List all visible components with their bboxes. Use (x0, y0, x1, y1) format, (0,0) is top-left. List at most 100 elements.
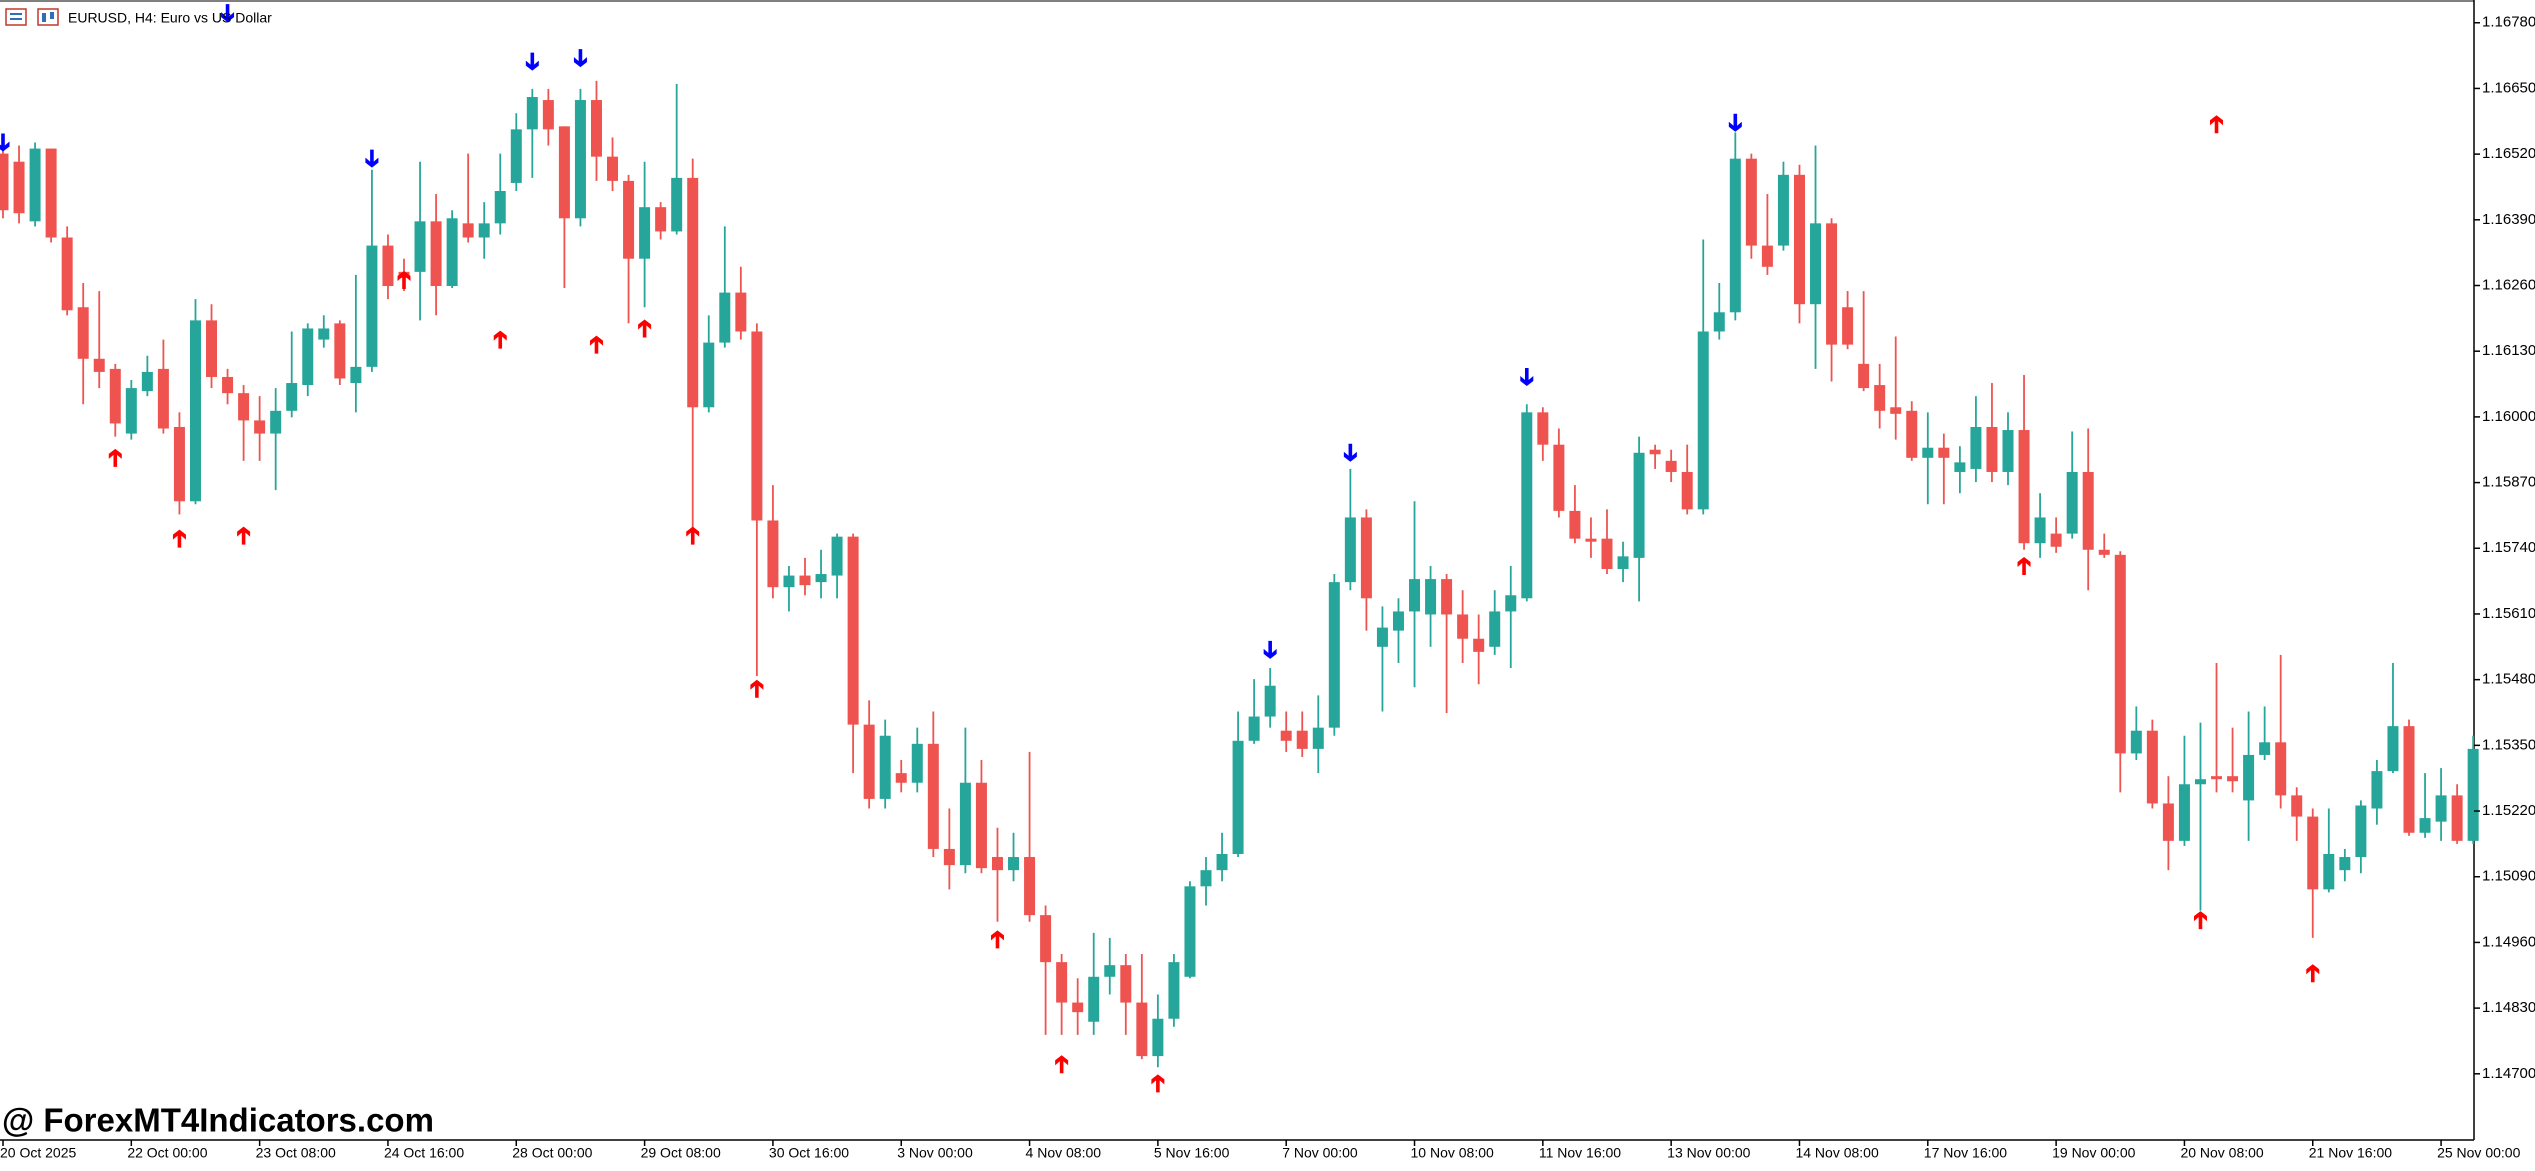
candle-body (975, 782, 987, 869)
candle-body (1040, 915, 1052, 963)
candle-body (863, 724, 875, 799)
candle-body (526, 97, 538, 130)
candle-body (879, 735, 891, 799)
candle-body (29, 148, 41, 222)
candle-body (478, 223, 490, 238)
candle-body (831, 536, 843, 576)
candle-body (254, 420, 266, 434)
x-tick-label: 29 Oct 08:00 (641, 1145, 721, 1161)
candle-body (462, 223, 474, 238)
candle-body (206, 320, 218, 377)
watermark: @ ForexMT4Indicators.com (2, 1102, 434, 1139)
candle-body (687, 177, 699, 408)
buy-arrow (2210, 115, 2224, 134)
candle-body (1088, 976, 1100, 1022)
sell-arrow (573, 49, 587, 68)
candle-body (1842, 307, 1854, 345)
candle-body (1441, 579, 1453, 615)
y-tick-label: 1.15480 (2482, 671, 2535, 688)
candle-body (2227, 776, 2239, 782)
candle-body (414, 221, 426, 272)
candle-body (2002, 430, 2014, 472)
y-tick-label: 1.16000 (2482, 408, 2535, 425)
candle-body (959, 782, 971, 866)
candle-body (1954, 462, 1966, 472)
y-tick-label: 1.15610 (2482, 605, 2535, 622)
buy-arrow (638, 319, 652, 338)
candle-body (1537, 412, 1549, 445)
buy-arrow (2017, 556, 2031, 575)
candle-body (1104, 965, 1116, 977)
candle-body (783, 575, 795, 588)
candle-body (2403, 726, 2415, 833)
sell-arrow (0, 133, 10, 152)
candle-body (430, 221, 442, 287)
candle-body (1473, 638, 1485, 652)
candle-body (719, 292, 731, 343)
buy-arrow (589, 335, 603, 354)
x-tick-label: 22 Oct 00:00 (127, 1145, 207, 1161)
candle-body (2194, 779, 2206, 785)
candle-body (2419, 818, 2431, 833)
buy-arrow (686, 526, 700, 545)
candle-body (1890, 407, 1902, 414)
x-tick-label: 19 Nov 00:00 (2052, 1145, 2135, 1161)
candle-body (1184, 886, 1196, 977)
candle-body (1745, 158, 1757, 246)
candle-body (1024, 857, 1036, 916)
candle-body (542, 100, 554, 130)
candle-body (1072, 1002, 1084, 1013)
candle-body (1906, 410, 1918, 458)
candle-body (1810, 223, 1822, 305)
sell-arrow (221, 4, 235, 23)
y-tick-label: 1.15350 (2482, 736, 2535, 753)
candle-body (2162, 803, 2174, 841)
candle-body (1360, 517, 1372, 599)
candle-body (61, 237, 73, 311)
candle-body (2146, 730, 2158, 804)
buy-arrow (1055, 1055, 1069, 1074)
candle-body (1264, 685, 1276, 717)
candle-body (238, 393, 250, 421)
y-tick-label: 1.16650 (2482, 79, 2535, 96)
x-tick-label: 17 Nov 16:00 (1924, 1145, 2007, 1161)
candle-body (510, 129, 522, 183)
toolbar-icons (5, 8, 59, 26)
candle-body (1713, 312, 1725, 332)
candle-body (2451, 795, 2463, 841)
y-tick-label: 1.16130 (2482, 342, 2535, 359)
sell-arrow (1343, 443, 1357, 462)
candle-body (574, 100, 586, 219)
candle-body (1120, 965, 1132, 1003)
buy-arrow (397, 270, 411, 289)
y-tick-label: 1.14700 (2482, 1065, 2535, 1082)
candle-body (286, 383, 298, 411)
candle-body (751, 331, 763, 521)
candle-body (77, 307, 89, 359)
candle-body (2387, 726, 2399, 772)
x-tick-label: 5 Nov 16:00 (1154, 1145, 1230, 1161)
y-tick-label: 1.16260 (2482, 276, 2535, 293)
candle-body (2034, 517, 2046, 544)
x-tick-label: 20 Oct 2025 (0, 1145, 76, 1161)
candle-body (93, 358, 105, 372)
candle-body (2291, 795, 2303, 817)
buy-arrow (493, 330, 507, 349)
candle-body (1986, 426, 1998, 472)
y-tick-label: 1.14830 (2482, 999, 2535, 1016)
candle-body (270, 410, 282, 434)
buy-arrow (2306, 964, 2320, 983)
candle-body (703, 342, 715, 408)
candle-body (1457, 614, 1469, 639)
candle-body (655, 207, 667, 232)
candle-body (1729, 158, 1741, 313)
buy-arrow (2193, 911, 2207, 930)
buy-arrow (237, 526, 251, 545)
buy-arrow (172, 529, 186, 548)
candle-body (382, 245, 394, 287)
x-tick-label: 23 Oct 08:00 (256, 1145, 336, 1161)
candle-body (1777, 174, 1789, 246)
candle-body (1280, 730, 1292, 741)
candle-body (125, 388, 137, 434)
